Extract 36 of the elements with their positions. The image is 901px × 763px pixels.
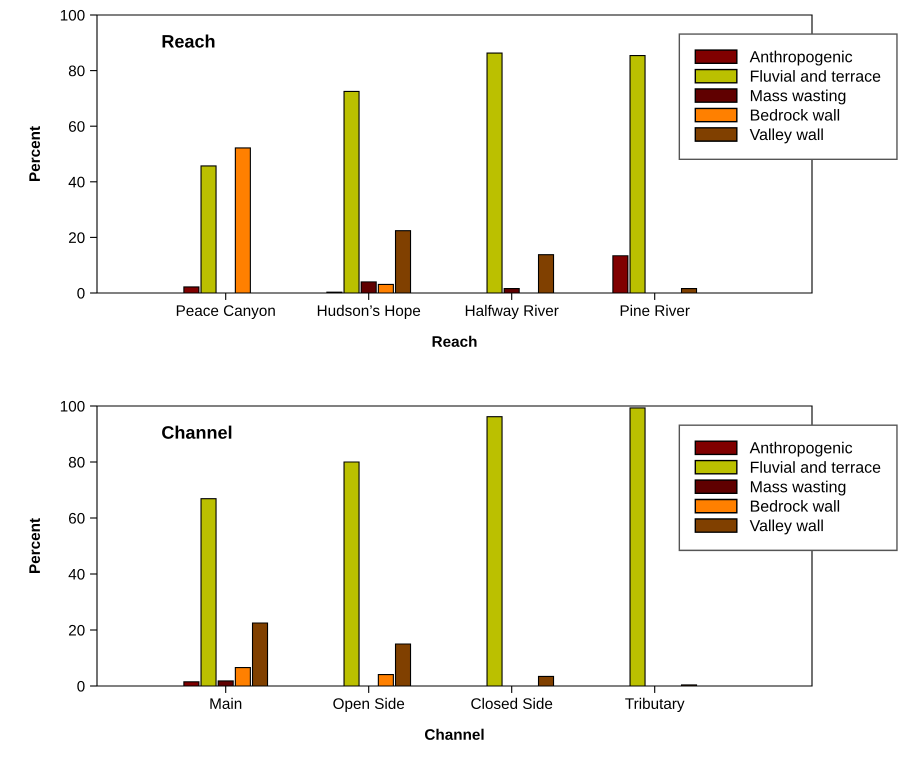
x-axis-title: Reach xyxy=(432,336,476,347)
y-tick-label: 0 xyxy=(77,680,85,692)
x-tick-label: Halfway River xyxy=(466,304,559,320)
x-tick-label: Peace Canyon xyxy=(176,305,275,320)
legend-label: Fluvial and terrace xyxy=(750,70,880,82)
y-tick-label: 20 xyxy=(68,624,85,636)
legend-label: Bedrock wall xyxy=(750,500,840,512)
x-tick-label: Hudson’s Hope xyxy=(318,304,420,320)
legend-label: Bedrock wall xyxy=(750,108,840,121)
legend-label: Mass wasting xyxy=(750,90,846,104)
text: Channel xyxy=(162,426,232,439)
y-axis-title: Percent xyxy=(29,126,40,181)
text: Reach xyxy=(162,34,214,48)
y-tick-label: 20 xyxy=(68,232,85,244)
y-tick-label: 40 xyxy=(68,568,85,580)
legend-label: Fluvial and terrace xyxy=(750,461,880,473)
y-tick-label: 0 xyxy=(77,288,85,299)
legend-label: Valley wall xyxy=(750,128,823,144)
y-tick-label: 80 xyxy=(68,456,85,468)
y-tick-label: 80 xyxy=(68,65,85,76)
legend-label: Anthropogenic xyxy=(750,442,852,457)
y-tick-label: 40 xyxy=(68,176,85,188)
y-tick-label: 60 xyxy=(68,512,85,524)
x-tick-label: Closed Side xyxy=(471,698,552,710)
legend-label: Mass wasting xyxy=(750,480,846,496)
legend-label: Valley wall xyxy=(750,520,823,534)
y-axis-title: Percent xyxy=(29,518,40,573)
x-axis-title: Channel xyxy=(424,728,484,740)
x-tick-label: Pine River xyxy=(620,304,690,316)
x-tick-label: Main xyxy=(210,698,242,710)
x-tick-label: Tributary xyxy=(625,698,685,712)
y-tick-label: 100 xyxy=(60,400,85,412)
x-tick-label: Open Side xyxy=(333,698,404,712)
y-tick-label: 60 xyxy=(68,121,85,132)
y-tick-label: 100 xyxy=(60,10,85,21)
legend-label: Anthropogenic xyxy=(750,50,852,66)
